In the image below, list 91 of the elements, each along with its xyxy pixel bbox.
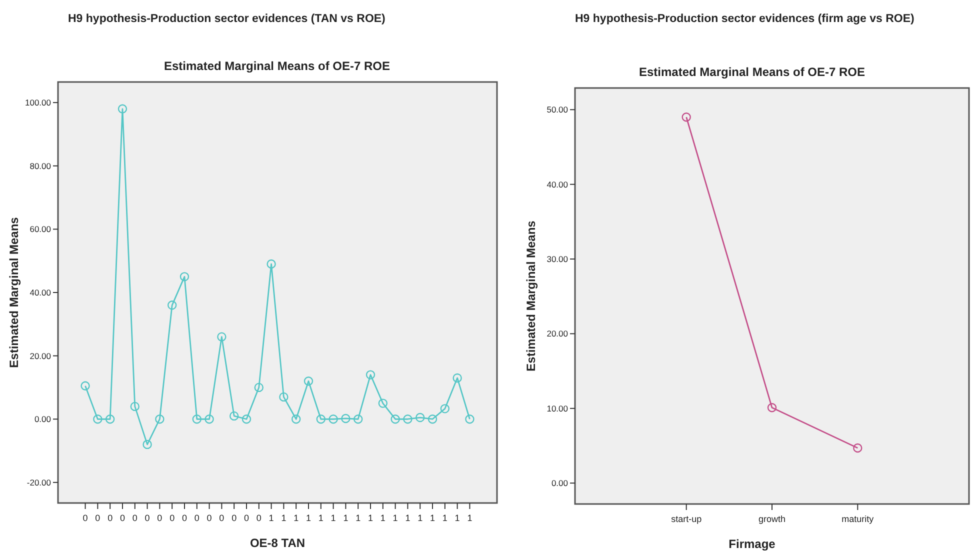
point — [465, 414, 474, 424]
chart-subtitle: Estimated Marginal Means of OE-7 ROE — [638, 65, 866, 79]
point — [390, 414, 400, 424]
point — [266, 259, 276, 269]
chart-subtitle: Estimated Marginal Means of OE-7 ROE — [164, 59, 390, 73]
point — [452, 373, 462, 383]
x-tick-label: 0 — [256, 513, 262, 523]
point — [328, 414, 338, 424]
y-tick-label: 30.00 — [546, 254, 568, 264]
x-tick-label: 1 — [306, 513, 312, 523]
y-tick-label: 50.00 — [546, 104, 568, 115]
point — [105, 414, 115, 424]
chart-title: H9 hypothesis-Production sector evidences (TAN vs ROE) — [68, 13, 386, 25]
x-tick-label: 0 — [219, 513, 224, 523]
y-tick-label: -20.00 — [26, 477, 52, 488]
y-tick-label: 20.00 — [546, 328, 568, 339]
x-tick-label: 1 — [380, 513, 386, 523]
y-tick-label: 60.00 — [30, 224, 52, 234]
x-tick-label: 0 — [120, 513, 125, 523]
y-tick-label: 20.00 — [30, 350, 52, 361]
point — [204, 414, 214, 424]
x-tick-label: 0 — [95, 513, 100, 523]
point — [93, 414, 102, 424]
point — [229, 411, 239, 421]
x-tick-label: 0 — [182, 513, 187, 523]
x-tick-label: 1 — [318, 513, 324, 523]
x-tick-label: 0 — [132, 513, 138, 523]
point — [440, 404, 450, 414]
y-tick-label: 40.00 — [546, 179, 568, 190]
x-tick-label: 1 — [405, 513, 410, 523]
y-tick-label: 0.00 — [551, 478, 568, 488]
point — [167, 300, 177, 310]
x-tick-label: 0 — [157, 513, 162, 523]
y-axis-title: Estimated Marginal Means — [524, 220, 538, 372]
y-tick-label: 100.00 — [25, 98, 52, 108]
point — [378, 398, 388, 408]
x-tick-label: 1 — [430, 513, 436, 523]
x-tick-label: growth — [758, 514, 786, 524]
y-tick-label: 10.00 — [546, 403, 568, 414]
point — [130, 402, 140, 412]
y-tick-label: 40.00 — [30, 287, 52, 298]
x-tick-label: 1 — [454, 513, 460, 523]
point — [292, 414, 301, 424]
point — [354, 414, 363, 424]
x-tick-label: maturity — [842, 514, 874, 524]
x-tick-label: 0 — [170, 513, 175, 523]
x-tick-label: 0 — [194, 513, 200, 523]
x-tick-label: 0 — [232, 513, 237, 523]
point — [142, 440, 152, 450]
point — [304, 376, 314, 386]
point — [279, 392, 288, 402]
point — [180, 272, 190, 282]
x-axis-title: OE-8 TAN — [250, 536, 306, 550]
point — [316, 414, 326, 424]
x-tick-label: 1 — [343, 513, 348, 523]
x-tick-label: 1 — [442, 513, 448, 523]
chart-title: H9 hypothesis-Production sector evidences (firm age vs ROE) — [575, 13, 915, 25]
point — [80, 381, 90, 390]
x-tick-label: 1 — [268, 513, 274, 523]
x-tick-label: 1 — [281, 513, 286, 523]
x-tick-label: start-up — [671, 514, 702, 524]
point — [428, 414, 438, 424]
x-tick-label: 1 — [467, 513, 472, 523]
point — [155, 414, 164, 424]
x-tick-label: 1 — [294, 513, 299, 523]
x-tick-label: 1 — [418, 513, 423, 523]
x-tick-label: 0 — [244, 513, 250, 523]
x-tick-label: 1 — [330, 513, 336, 523]
point — [403, 414, 412, 424]
x-tick-label: 1 — [392, 513, 398, 523]
point — [254, 382, 264, 392]
point — [118, 104, 128, 114]
x-tick-label: 0 — [206, 513, 212, 523]
x-tick-label: 0 — [82, 513, 88, 523]
point — [217, 332, 226, 342]
y-tick-label: 0.00 — [34, 414, 52, 424]
x-tick-label: 0 — [108, 513, 113, 523]
point — [682, 112, 691, 122]
x-tick-label: 1 — [368, 513, 374, 523]
point — [853, 443, 862, 453]
point — [242, 414, 252, 424]
point — [192, 414, 202, 424]
point — [767, 403, 777, 412]
x-tick-label: 0 — [144, 513, 150, 523]
y-axis-title: Estimated Marginal Means — [7, 216, 21, 368]
y-tick-label: 80.00 — [30, 160, 52, 171]
x-tick-label: 1 — [356, 513, 361, 523]
point — [341, 414, 350, 424]
point — [366, 370, 376, 380]
x-axis-title: Firmage — [728, 537, 776, 551]
point — [416, 412, 425, 422]
